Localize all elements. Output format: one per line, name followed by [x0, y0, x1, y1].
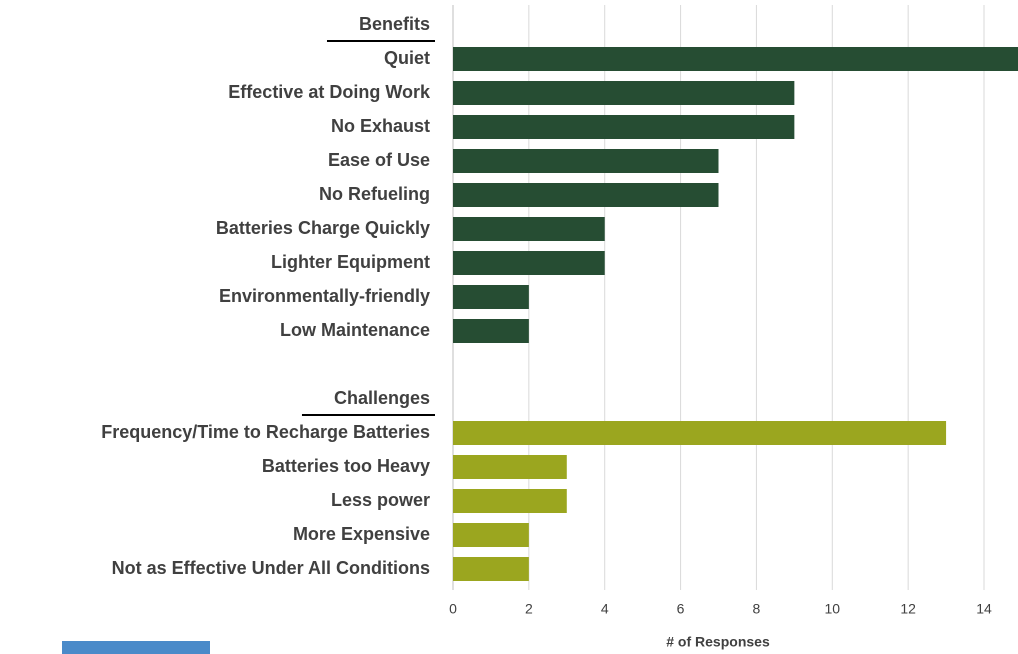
bar	[453, 319, 529, 343]
bar	[453, 115, 795, 139]
y-tick-label: Environmentally-friendly	[219, 286, 430, 306]
y-tick-label: Ease of Use	[328, 150, 430, 170]
x-tick-label: 4	[601, 601, 609, 617]
bar	[453, 217, 605, 241]
x-tick-label: 10	[824, 601, 840, 617]
y-tick-label: Effective at Doing Work	[228, 82, 431, 102]
x-axis-label: # of Responses	[666, 634, 770, 650]
x-tick-label: 2	[525, 601, 533, 617]
y-tick-label: Low Maintenance	[280, 320, 430, 340]
bar	[453, 421, 947, 445]
bar	[453, 489, 567, 513]
x-tick-label: 14	[976, 601, 992, 617]
x-tick-label: 0	[449, 601, 457, 617]
y-tick-label: More Expensive	[293, 524, 430, 544]
x-tick-label: 8	[753, 601, 761, 617]
x-tick-label: 12	[900, 601, 916, 617]
y-tick-label: Frequency/Time to Recharge Batteries	[101, 422, 430, 442]
bar	[453, 183, 719, 207]
bar	[453, 285, 529, 309]
group-header: Benefits	[359, 14, 430, 34]
y-tick-label: No Exhaust	[331, 116, 430, 136]
y-tick-label: Lighter Equipment	[271, 252, 430, 272]
x-tick-label: 6	[677, 601, 685, 617]
group-header: Challenges	[334, 388, 430, 408]
bar	[453, 149, 719, 173]
bar	[453, 455, 567, 479]
y-tick-label: Batteries Charge Quickly	[216, 218, 430, 238]
decoration	[62, 641, 210, 654]
bar	[453, 47, 1018, 71]
y-tick-label: Batteries too Heavy	[262, 456, 430, 476]
y-tick-label: Not as Effective Under All Conditions	[112, 558, 430, 578]
bar	[453, 251, 605, 275]
bar	[453, 557, 529, 581]
bar	[453, 523, 529, 547]
y-tick-label: Less power	[331, 490, 430, 510]
y-tick-label: No Refueling	[319, 184, 430, 204]
y-tick-label: Quiet	[384, 48, 430, 68]
bar	[453, 81, 795, 105]
